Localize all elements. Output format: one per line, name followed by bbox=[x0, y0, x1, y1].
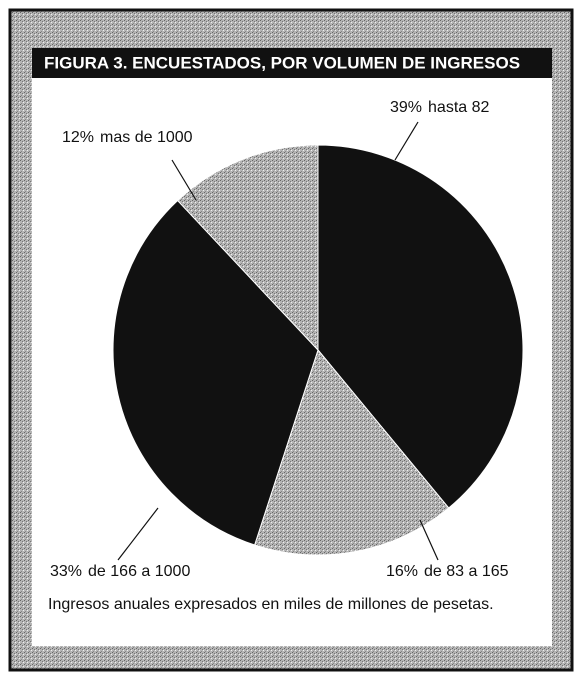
title-banner bbox=[32, 48, 552, 78]
pie: 39% hasta 82 16% de 83 a 165 33% de 166 a 100… bbox=[50, 99, 524, 580]
slice-category-label: de 83 a 165 bbox=[424, 563, 509, 580]
slice-value-label: 12% bbox=[62, 129, 94, 146]
slice-label: 33% de 166 a 1000 bbox=[50, 563, 190, 580]
slice-label: 39% hasta 82 bbox=[390, 99, 490, 116]
leader-line bbox=[171, 159, 197, 201]
leader-line bbox=[394, 121, 419, 161]
slice-category-label: hasta 82 bbox=[428, 99, 489, 116]
chart-title: FIGURA 3. ENCUESTADOS, POR VOLUMEN DE IN… bbox=[44, 53, 520, 72]
slice-value-label: 33% bbox=[50, 563, 82, 580]
slice-value-label: 16% bbox=[386, 563, 418, 580]
slice-label: 16% de 83 a 165 bbox=[386, 563, 509, 580]
pie-slice bbox=[112, 199, 319, 546]
slice-category-label: de 166 a 1000 bbox=[88, 563, 190, 580]
slice-label: 12% mas de 1000 bbox=[62, 129, 193, 146]
note: Ingresos anuales expresados en miles de … bbox=[48, 596, 494, 613]
leader-line bbox=[419, 519, 439, 561]
slice-category-label: mas de 1000 bbox=[100, 129, 193, 146]
slice-value-label: 39% bbox=[390, 99, 422, 116]
leader-line bbox=[117, 507, 159, 561]
pie-slice bbox=[176, 144, 319, 352]
pie-slice bbox=[317, 144, 524, 509]
pie-slice bbox=[254, 348, 450, 556]
